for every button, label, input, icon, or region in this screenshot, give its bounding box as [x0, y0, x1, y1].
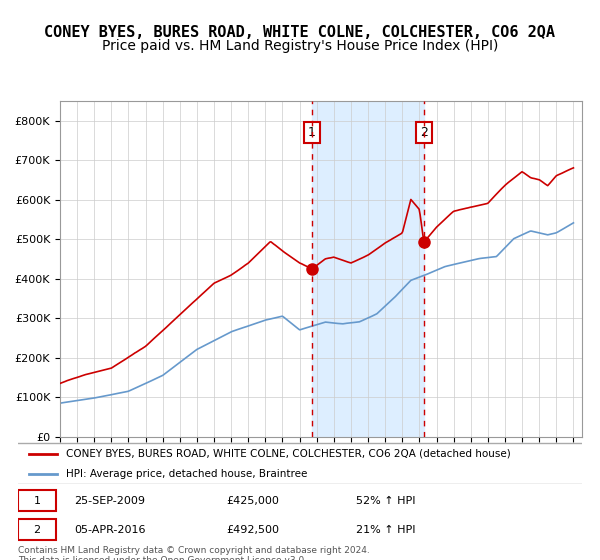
Text: Price paid vs. HM Land Registry's House Price Index (HPI): Price paid vs. HM Land Registry's House … — [102, 39, 498, 53]
Text: Contains HM Land Registry data © Crown copyright and database right 2024.
This d: Contains HM Land Registry data © Crown c… — [18, 546, 370, 560]
Text: 21% ↑ HPI: 21% ↑ HPI — [356, 525, 416, 535]
Text: £425,000: £425,000 — [227, 496, 280, 506]
FancyBboxPatch shape — [18, 519, 56, 540]
Text: 05-APR-2016: 05-APR-2016 — [74, 525, 146, 535]
Text: 52% ↑ HPI: 52% ↑ HPI — [356, 496, 416, 506]
Text: 2: 2 — [34, 525, 41, 535]
Text: 25-SEP-2009: 25-SEP-2009 — [74, 496, 145, 506]
Text: 2: 2 — [420, 126, 428, 139]
Text: HPI: Average price, detached house, Braintree: HPI: Average price, detached house, Brai… — [66, 469, 307, 479]
Text: CONEY BYES, BURES ROAD, WHITE COLNE, COLCHESTER, CO6 2QA: CONEY BYES, BURES ROAD, WHITE COLNE, COL… — [44, 25, 556, 40]
Text: 1: 1 — [308, 126, 316, 139]
Bar — [312, 101, 424, 437]
Text: 1: 1 — [34, 496, 41, 506]
Text: CONEY BYES, BURES ROAD, WHITE COLNE, COLCHESTER, CO6 2QA (detached house): CONEY BYES, BURES ROAD, WHITE COLNE, COL… — [66, 449, 511, 459]
FancyBboxPatch shape — [15, 443, 584, 484]
Text: £492,500: £492,500 — [227, 525, 280, 535]
FancyBboxPatch shape — [18, 490, 56, 511]
